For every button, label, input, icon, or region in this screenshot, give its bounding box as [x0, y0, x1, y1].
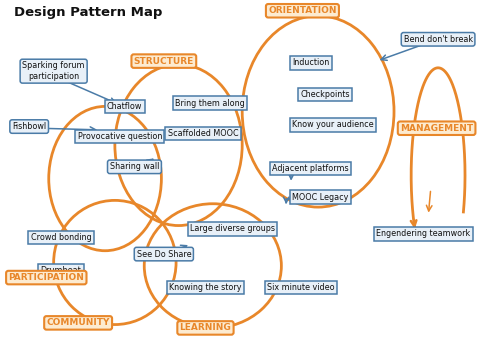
Text: See Do Share: See Do Share	[136, 250, 191, 258]
Text: Knowing the story: Knowing the story	[169, 283, 242, 292]
Text: Design Pattern Map: Design Pattern Map	[14, 6, 163, 19]
Text: MANAGEMENT: MANAGEMENT	[400, 124, 473, 133]
Text: COMMUNITY: COMMUNITY	[46, 318, 110, 327]
Text: Bring them along: Bring them along	[176, 98, 245, 108]
Text: Drumbeat: Drumbeat	[40, 266, 82, 275]
Text: Six minute video: Six minute video	[267, 283, 335, 292]
Text: Sparking forum
participation: Sparking forum participation	[22, 61, 85, 81]
Text: Adjacent platforms: Adjacent platforms	[272, 164, 349, 173]
Text: STRUCTURE: STRUCTURE	[134, 57, 194, 66]
Text: PARTICIPATION: PARTICIPATION	[8, 273, 84, 282]
Text: ORIENTATION: ORIENTATION	[268, 6, 336, 15]
Text: Fishbowl: Fishbowl	[12, 122, 46, 131]
Text: Crowd bonding: Crowd bonding	[30, 233, 92, 242]
Text: Induction: Induction	[292, 58, 330, 67]
Text: Know your audience: Know your audience	[292, 120, 374, 129]
Text: Engendering teamwork: Engendering teamwork	[376, 229, 470, 239]
Text: Sharing wall: Sharing wall	[110, 162, 159, 171]
Text: Chatflow: Chatflow	[107, 102, 142, 111]
Text: Bend don't break: Bend don't break	[404, 35, 472, 44]
Text: LEARNING: LEARNING	[180, 324, 232, 332]
Text: Provocative question: Provocative question	[78, 132, 162, 141]
Text: Large diverse groups: Large diverse groups	[190, 224, 275, 234]
Text: Checkpoints: Checkpoints	[300, 90, 350, 99]
Text: Scaffolded MOOC: Scaffolded MOOC	[168, 129, 238, 138]
Text: MOOC Legacy: MOOC Legacy	[292, 192, 348, 202]
